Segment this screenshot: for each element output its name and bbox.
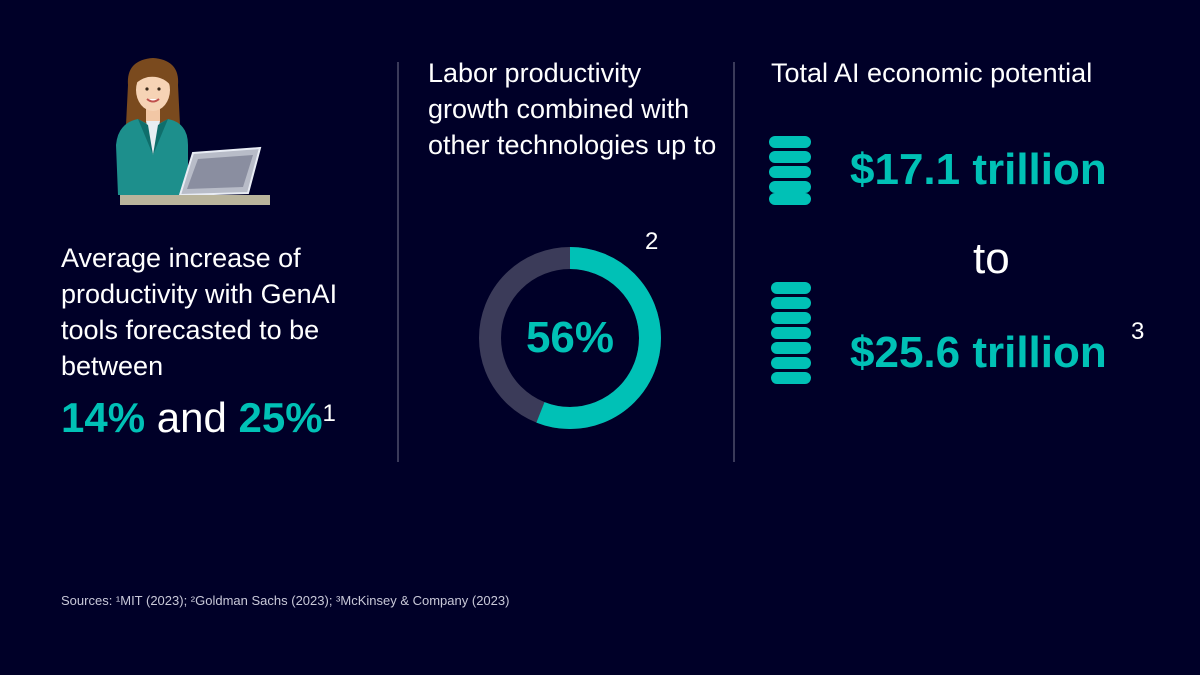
sources-footnote: Sources: ¹MIT (2023); ²Goldman Sachs (20… [61,593,509,608]
donut-value-label: 56% [475,243,665,433]
coin-stack-small-icon [765,130,815,208]
productivity-donut-chart: 56% [475,243,665,433]
range-high-value: 25% [238,394,322,441]
coin-stack-large-icon [765,280,815,392]
labor-productivity-description: Labor productivity growth combined with … [428,55,728,163]
column-divider [397,62,399,462]
range-to-word: to [973,234,1010,284]
productivity-range: 14% and 25%1 [61,392,401,444]
economic-potential-title: Total AI economic potential [771,55,1191,91]
footnote-1: 1 [323,400,336,427]
woman-at-laptop-illustration [108,55,278,215]
economic-potential-low: $17.1 trillion [850,145,1107,195]
column-divider [733,62,735,462]
range-joiner: and [157,394,227,441]
range-low-value: 14% [61,394,145,441]
economic-potential-high: $25.6 trillion [850,328,1107,378]
footnote-3: 3 [1131,318,1144,346]
productivity-description: Average increase of productivity with Ge… [61,240,391,384]
